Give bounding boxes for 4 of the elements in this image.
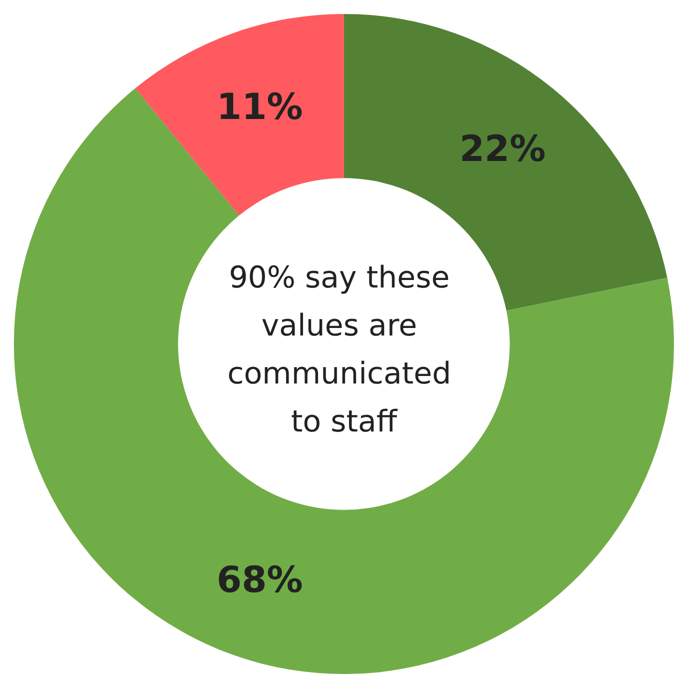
data-label: 68%: [216, 560, 303, 601]
data-label: 22%: [459, 129, 546, 170]
text: 90% say these values are communicated to staff: [227, 260, 461, 440]
data-label: 11%: [216, 87, 303, 128]
